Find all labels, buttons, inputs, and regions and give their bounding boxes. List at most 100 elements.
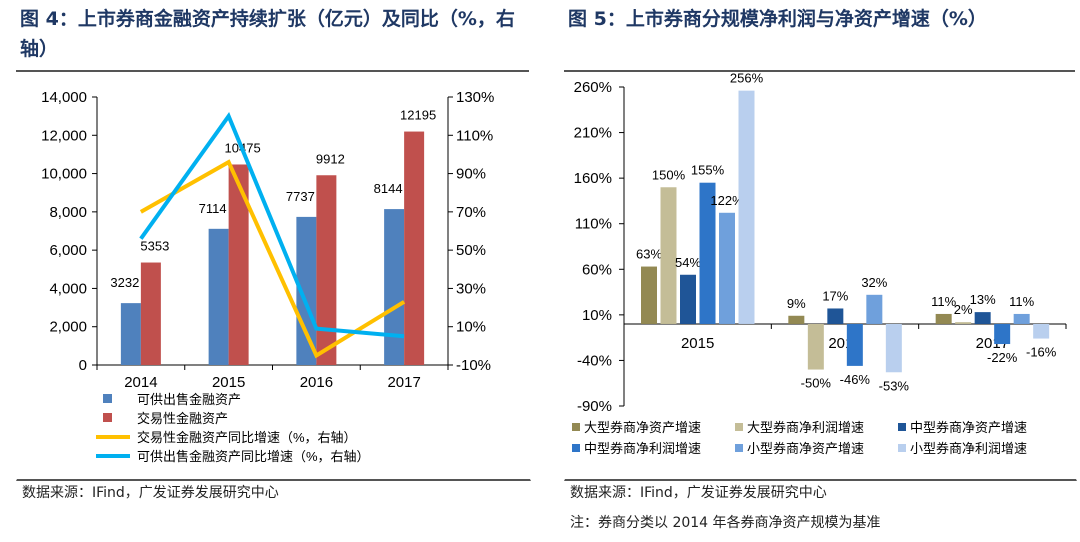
bar-data-label: 8144 xyxy=(374,181,403,196)
bar xyxy=(807,323,824,370)
y-tick-label: 14,000 xyxy=(41,89,87,106)
legend-swatch xyxy=(103,413,112,422)
legend-swatch xyxy=(735,444,743,452)
right-chart-frame xyxy=(564,74,1077,481)
bar-data-label: 12195 xyxy=(400,108,436,123)
bar-data-label: 5353 xyxy=(140,239,169,254)
bar xyxy=(680,274,696,324)
y2-tick-label: 90% xyxy=(456,166,486,183)
y-tick-label: -40% xyxy=(577,352,612,369)
y2-tick-label: 130% xyxy=(456,89,494,106)
bar-data-label: 7114 xyxy=(199,201,227,216)
bar xyxy=(699,182,716,324)
bar-data-label: 155% xyxy=(691,163,725,178)
bar xyxy=(641,266,657,324)
bar-data-label: 13% xyxy=(970,292,996,307)
legend-swatch xyxy=(572,444,580,452)
legend-swatch xyxy=(572,423,580,431)
x-tick-label: 2015 xyxy=(681,335,714,352)
legend-label: 小型券商净资产增速 xyxy=(747,441,864,456)
legend-swatch xyxy=(735,423,743,431)
bar-data-label: -53% xyxy=(879,378,910,393)
y2-tick-label: 70% xyxy=(456,204,486,221)
right-chart-title: 图 5：上市券商分规模净利润与净资产增速（%） xyxy=(568,8,987,30)
legend-label: 交易性金融资产同比增速（%，右轴） xyxy=(137,430,357,445)
bar-data-label: -50% xyxy=(801,376,832,391)
left-chart-frame xyxy=(16,74,531,481)
bar-data-label: -22% xyxy=(987,350,1018,365)
y-tick-label: 4,000 xyxy=(49,280,87,297)
bar-trading xyxy=(140,262,161,365)
bar-data-label: 32% xyxy=(861,275,887,290)
bar xyxy=(866,294,883,324)
bar-afs xyxy=(296,216,317,365)
right-note: 注：券商分类以 2014 年各券商净资产规模为基准 xyxy=(570,515,881,531)
y-tick-label: 8,000 xyxy=(49,204,87,221)
legend-label: 交易性金融资产 xyxy=(137,411,228,426)
bar xyxy=(1013,313,1030,324)
y-tick-label: 110% xyxy=(575,216,612,233)
bar xyxy=(935,313,952,324)
bar xyxy=(955,322,972,324)
bar-data-label: 9912 xyxy=(316,151,345,166)
bar-data-label: 7737 xyxy=(286,189,315,204)
bar-data-label: -46% xyxy=(840,372,871,387)
bar-data-label: 2% xyxy=(954,302,973,317)
bar xyxy=(846,323,863,366)
y-tick-label: 60% xyxy=(582,261,612,278)
y2-tick-label: 30% xyxy=(456,280,486,297)
left-source: 数据来源：IFind，广发证券发展研究中心 xyxy=(22,485,279,501)
y2-tick-label: 10% xyxy=(456,319,486,336)
bar-data-label: 150% xyxy=(652,167,686,182)
y-tick-label: 10,000 xyxy=(41,166,87,183)
y-tick-label: 12,000 xyxy=(41,127,87,144)
left-chart-title: 图 4：上市券商金融资产持续扩张（亿元）及同比（%，右轴） xyxy=(20,8,515,60)
bar-data-label: 9% xyxy=(787,296,806,311)
legend-label: 大型券商净资产增速 xyxy=(584,420,701,435)
y-tick-label: 6,000 xyxy=(49,242,87,259)
bar-data-label: 3232 xyxy=(110,275,139,290)
bar-afs xyxy=(208,228,229,365)
legend-label: 可供出售金融资产 xyxy=(137,392,241,407)
bar-data-label: 122% xyxy=(710,193,744,208)
x-tick-label: 2017 xyxy=(387,374,420,391)
bar-afs xyxy=(120,303,141,365)
line-trading-growth xyxy=(139,159,406,359)
bar-data-label: 11% xyxy=(1009,294,1034,309)
y2-tick-label: 50% xyxy=(456,242,486,259)
right-source: 数据来源：IFind，广发证券发展研究中心 xyxy=(570,485,827,501)
left-chart: 0 2,000 4,000 6,000 8,000 10,000 12,000 14,000 -… xyxy=(41,89,494,464)
bar xyxy=(660,187,677,324)
y2-tick-label: 110% xyxy=(456,127,493,144)
y-tick-label: 160% xyxy=(574,170,612,187)
right-title-rule xyxy=(564,70,1075,72)
bar-data-label: 54% xyxy=(675,255,701,270)
legend-swatch xyxy=(898,423,906,431)
bar-data-label: 63% xyxy=(636,247,662,262)
legend-label: 大型券商净利润增速 xyxy=(747,420,864,435)
y2-tick-label: -10% xyxy=(456,357,491,374)
bar-data-label: 17% xyxy=(822,288,848,303)
legend-label: 中型券商净资产增速 xyxy=(910,420,1027,435)
bar xyxy=(719,212,735,324)
y-tick-label: 210% xyxy=(574,125,612,142)
bar-trading xyxy=(404,131,425,365)
bar-data-label: 11% xyxy=(931,294,956,309)
bar-trading xyxy=(228,164,249,365)
legend-label: 可供出售金融资产同比增速（%，右轴） xyxy=(137,449,370,464)
y-tick-label: 10% xyxy=(582,307,612,324)
bar-data-label: 256% xyxy=(730,71,764,86)
bar xyxy=(788,315,805,324)
legend-swatch xyxy=(103,394,112,403)
bar xyxy=(974,312,991,324)
bar-afs xyxy=(384,209,405,365)
right-chart: -90%-40%10%60%110%160%210%260%2015 2016 20… xyxy=(572,71,1067,456)
x-tick-label: 2015 xyxy=(212,374,245,391)
bar xyxy=(1033,323,1050,339)
y-tick-label: 260% xyxy=(574,79,612,96)
left-title-rule xyxy=(16,70,529,72)
legend-swatch xyxy=(898,444,906,452)
bar xyxy=(994,323,1011,345)
bar-trading xyxy=(316,175,337,365)
legend-label: 小型券商净利润增速 xyxy=(910,441,1027,456)
